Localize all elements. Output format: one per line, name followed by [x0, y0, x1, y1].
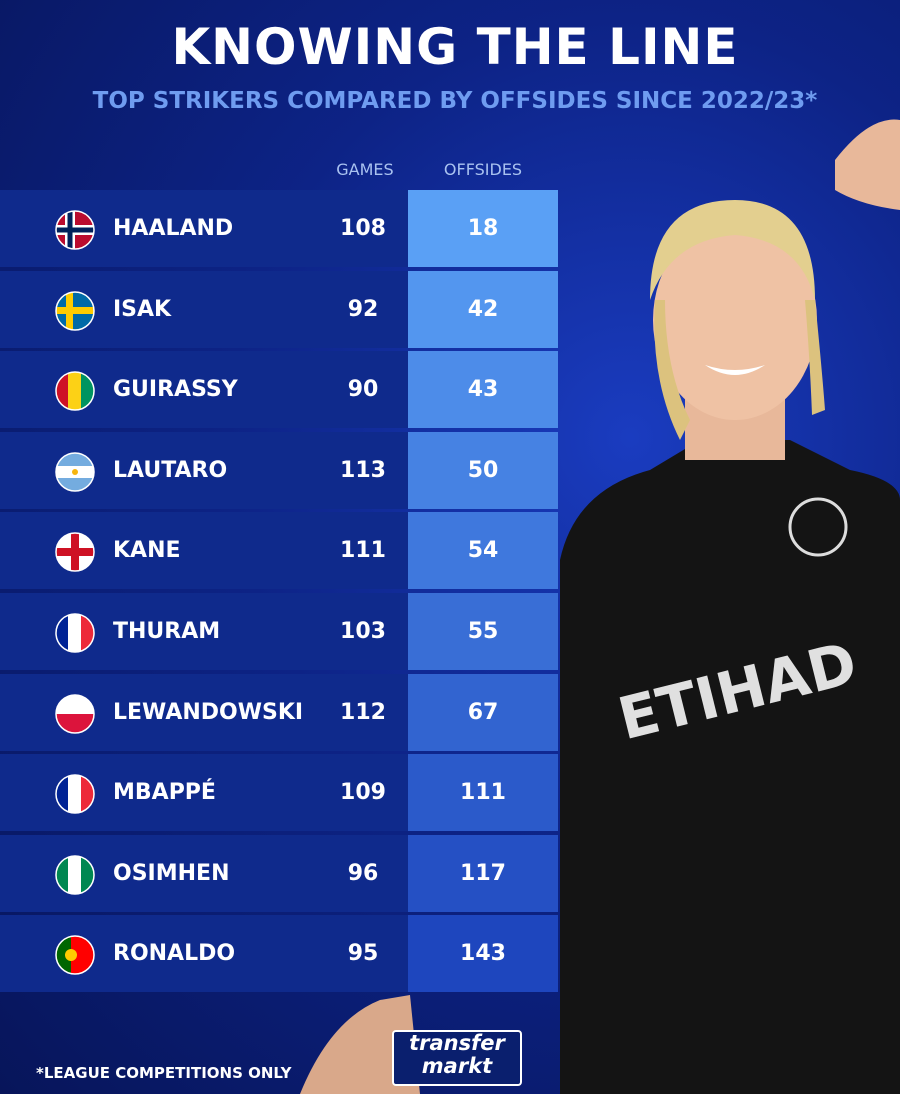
offsides-cell [408, 754, 558, 832]
offsides-cell [408, 834, 558, 912]
table-row: ISAK 92 42 [0, 270, 558, 348]
column-header: OFFSIDES [443, 160, 523, 179]
logo-text: transfer [409, 1031, 505, 1055]
column-header: GAMES [336, 160, 394, 179]
table-row: HAALAND 108 18 [0, 190, 558, 267]
games: 111 [340, 538, 386, 564]
flag [55, 935, 95, 976]
offsides: 42 [467, 296, 499, 322]
offsides-cell [408, 512, 558, 590]
offsides: 54 [467, 538, 499, 564]
player-name: HAALAND [113, 216, 234, 241]
title: KNOWING THE LINE [171, 18, 739, 76]
flag [55, 613, 95, 653]
offsides-cell [408, 431, 558, 509]
player-name: LAUTARO [113, 457, 228, 483]
player-name: KANE [113, 538, 181, 564]
offsides: 50 [467, 457, 499, 483]
player-name: THURAM [113, 619, 221, 644]
table-row: KANE 111 54 [0, 512, 558, 590]
player-name: OSIMHEN [113, 860, 230, 886]
footnote: *LEAGUE COMPETITIONS ONLY [36, 1064, 292, 1082]
player-name: GUIRASSY [113, 377, 238, 403]
flag [55, 855, 95, 895]
offsides: 55 [467, 619, 499, 644]
flag [55, 532, 95, 573]
table-row: MBAPPÉ 109 111 [0, 754, 558, 832]
games: 113 [340, 457, 386, 483]
flag [55, 693, 95, 734]
games: 92 [347, 296, 379, 322]
logo: transfer markt [392, 1030, 522, 1086]
flag [55, 452, 95, 492]
offsides: 18 [467, 216, 499, 241]
offsides: 111 [460, 780, 506, 806]
games: 103 [340, 619, 386, 644]
table-row: THURAM 103 55 [0, 593, 558, 670]
offsides-cell [408, 593, 558, 670]
offsides-cell [408, 915, 558, 993]
logo-text: markt [421, 1054, 493, 1078]
games: 95 [347, 941, 379, 967]
offsides-cell [408, 673, 558, 751]
flag [55, 210, 95, 250]
player-name: RONALDO [113, 941, 236, 967]
flag [55, 371, 95, 411]
offsides-cell [408, 270, 558, 348]
offsides: 143 [460, 941, 506, 967]
games: 112 [340, 699, 386, 725]
games: 108 [340, 216, 386, 241]
table-row: OSIMHEN 96 117 [0, 834, 558, 912]
games: 96 [347, 860, 379, 886]
table-row: LEWANDOWSKI 112 67 [0, 673, 558, 751]
flag [55, 774, 95, 814]
offsides-cell [408, 190, 558, 267]
player-name: LEWANDOWSKI [113, 699, 304, 725]
player-name: ISAK [113, 296, 172, 322]
table-row: RONALDO 95 143 [0, 915, 558, 993]
player-name: MBAPPÉ [113, 780, 216, 806]
subtitle: TOP STRIKERS COMPARED BY OFFSIDES SINCE … [92, 88, 818, 114]
offsides: 67 [467, 699, 499, 725]
games: 90 [347, 377, 379, 403]
games: 109 [340, 780, 386, 806]
table-row: LAUTARO 113 50 [0, 431, 558, 509]
table-row: GUIRASSY 90 43 [0, 351, 558, 429]
flag [55, 290, 95, 331]
offsides: 43 [467, 377, 499, 403]
offsides-cell [408, 351, 558, 429]
offsides: 117 [460, 860, 506, 886]
